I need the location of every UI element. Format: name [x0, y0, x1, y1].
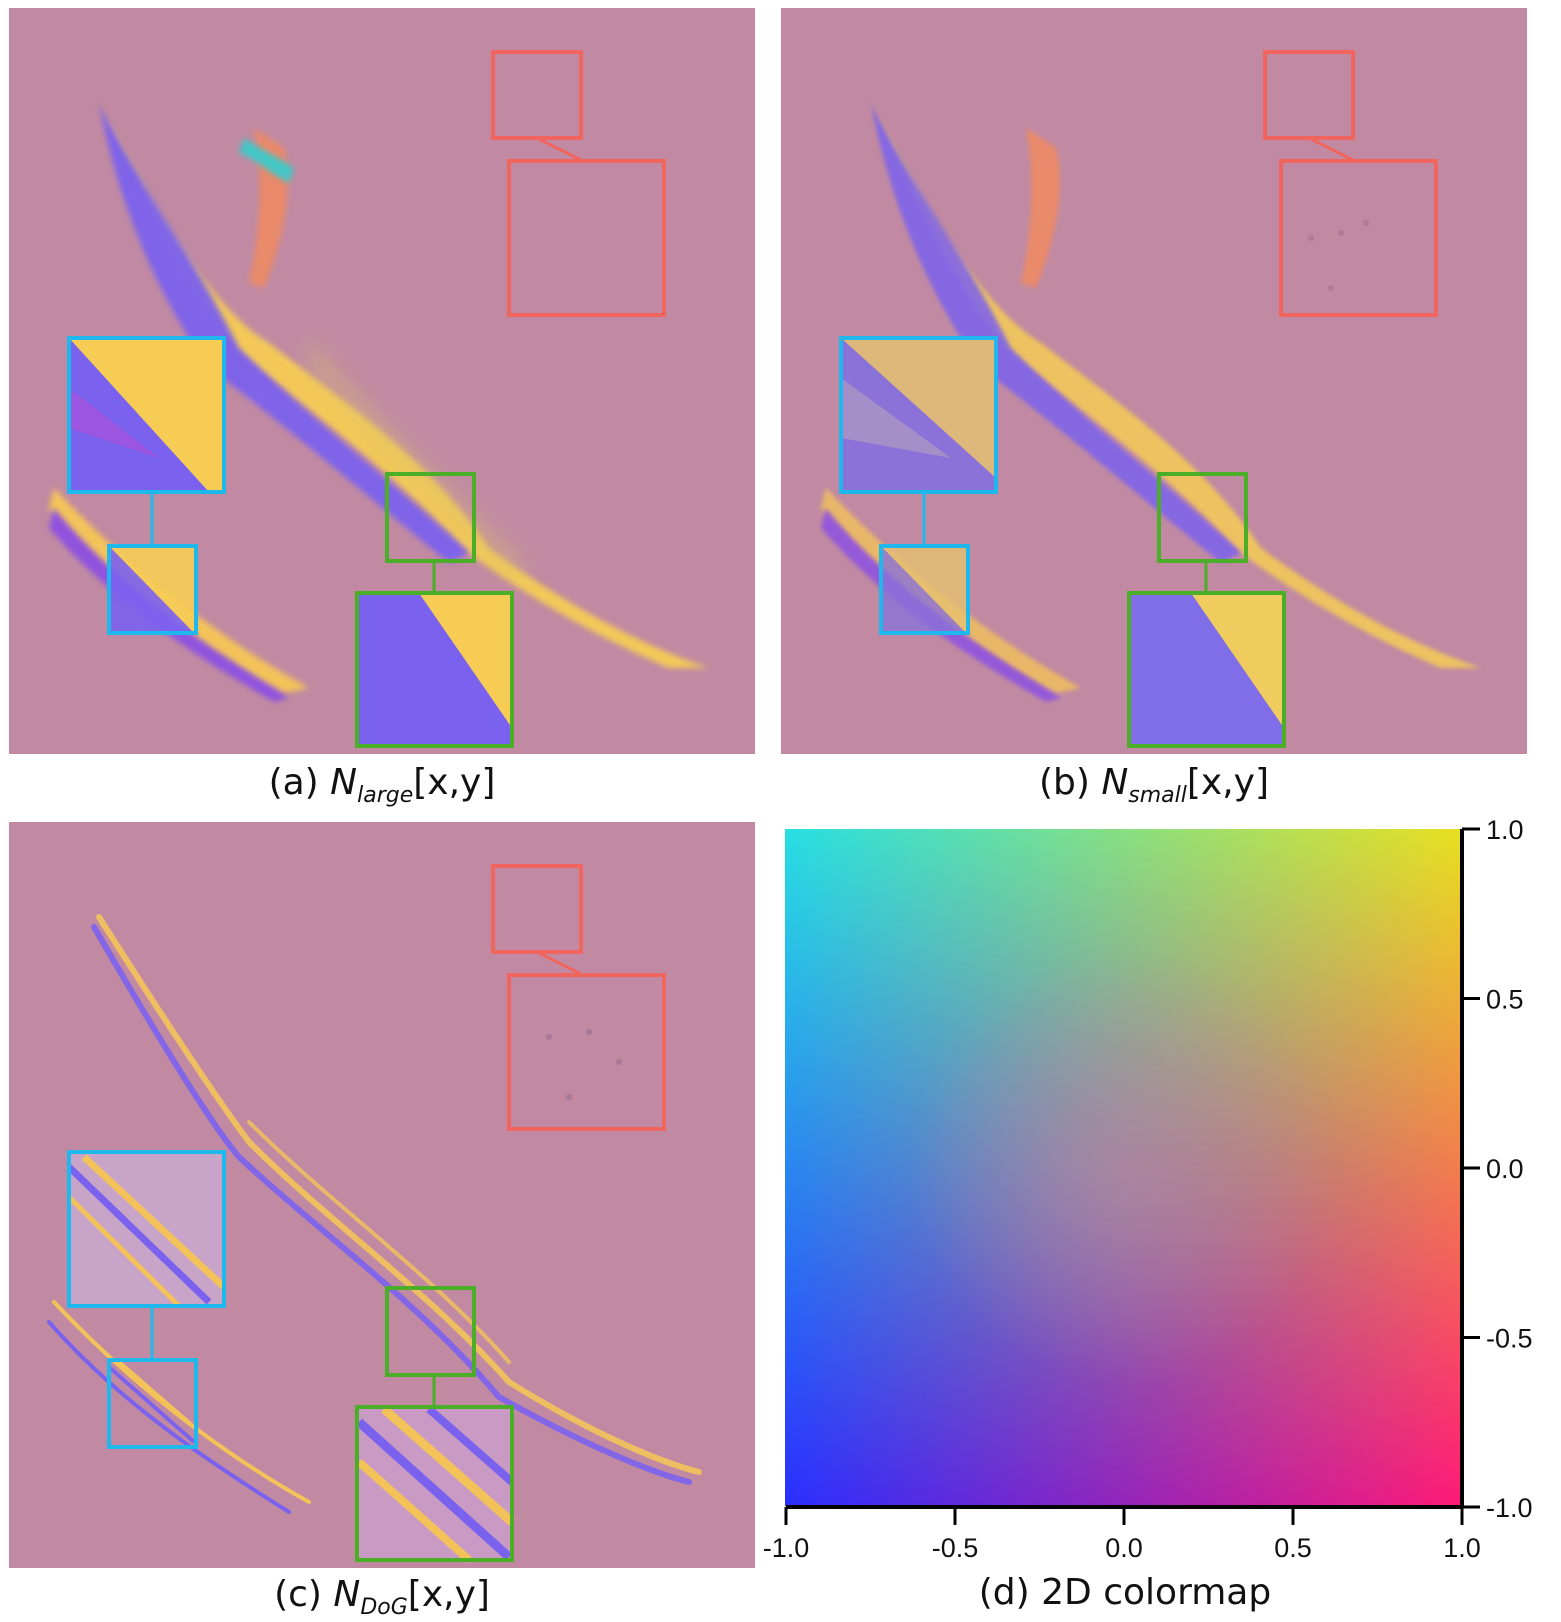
colormap-center-glow: [785, 829, 1462, 1506]
panel-n-dog-image: [9, 822, 755, 1568]
caption-d: (d) 2D colormap: [978, 1572, 1272, 1613]
inset-blue-large: [66, 1150, 227, 1308]
x-tick-label: -0.5: [932, 1533, 979, 1563]
inset-green-large: [355, 1405, 515, 1563]
caption-b: (b) Nsmall[x,y]: [1038, 762, 1270, 808]
y-tick-label: 1.0: [1486, 815, 1524, 845]
x-tick-label: -1.0: [763, 1533, 810, 1563]
inset-green-large: [1127, 591, 1286, 748]
inset-blue-small: [107, 544, 198, 635]
inset-blue-small: [107, 1358, 198, 1449]
main-structure: [47, 914, 702, 1514]
x-tick-label: 0.5: [1274, 1533, 1312, 1563]
inset-green-small: [385, 472, 476, 563]
panel-c-graphic: [47, 864, 702, 1563]
inset-green-large: [355, 591, 514, 748]
colormap-2d: [785, 829, 1462, 1506]
panel-b-graphic: [821, 50, 1481, 748]
panel-a-graphic: [49, 50, 709, 748]
panel-n-large-image: [9, 8, 755, 754]
inset-blue-large: [839, 336, 998, 494]
inset-green-small: [385, 1286, 476, 1377]
inset-red-large: [507, 973, 666, 1131]
caption-a: (a) Nlarge[x,y]: [268, 762, 496, 808]
inset-red-large: [1279, 159, 1438, 317]
inset-red-large: [507, 159, 666, 317]
y-tick-label: 0.0: [1486, 1154, 1524, 1184]
y-tick-label: -0.5: [1486, 1324, 1533, 1354]
inset-blue-large: [67, 336, 226, 494]
x-tick-label: 1.0: [1443, 1533, 1481, 1563]
caption-c: (c) NDoG[x,y]: [274, 1574, 490, 1620]
y-tick-label: 0.5: [1486, 985, 1524, 1015]
x-axis-ticks: -1.0 -0.5 0.0 0.5 1.0: [763, 1507, 1481, 1563]
inset-green-small: [1157, 472, 1248, 563]
y-tick-label: -1.0: [1486, 1493, 1533, 1523]
inset-blue-small: [879, 544, 970, 635]
panel-n-small-image: [781, 8, 1527, 754]
x-tick-label: 0.0: [1105, 1533, 1143, 1563]
y-axis-ticks: 1.0 0.5 0.0 -0.5 -1.0: [1462, 815, 1533, 1523]
main-structure: [821, 103, 1481, 702]
